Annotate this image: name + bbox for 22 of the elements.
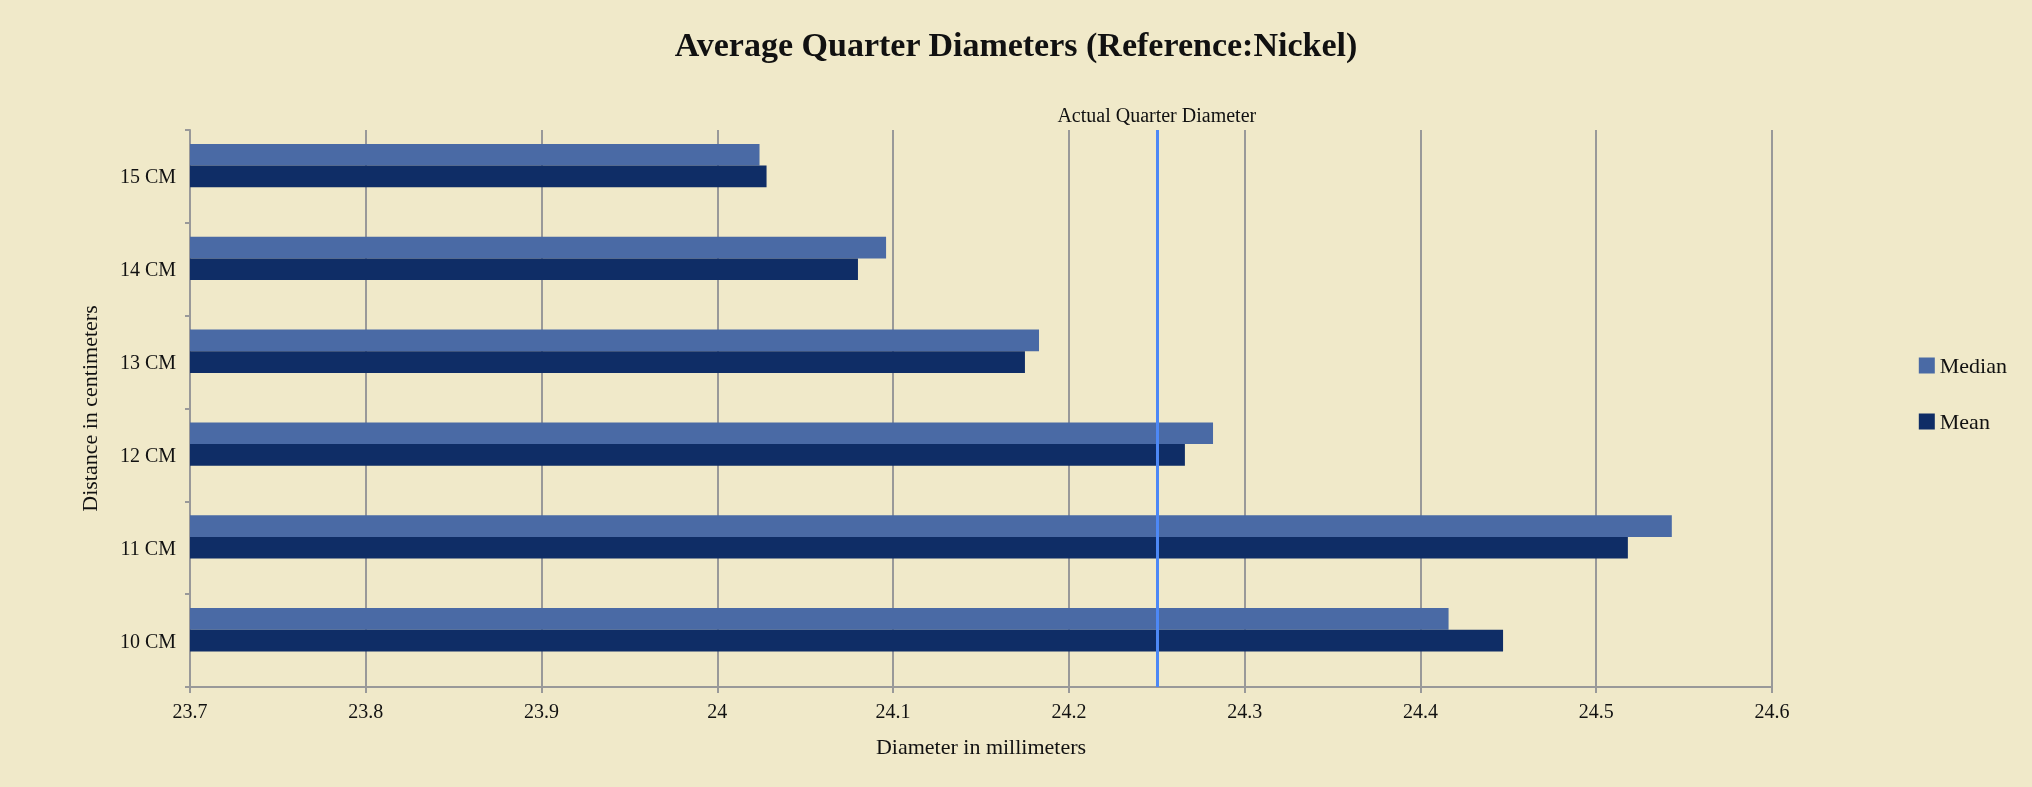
x-tick-label: 24.3 [1227,700,1263,722]
x-tick-label: 23.7 [172,700,208,722]
x-tick-label: 24.5 [1578,700,1614,722]
y-tick-label: 12 CM [119,443,177,466]
x-tick-label: 24 [707,700,728,722]
x-tick-label: 24.2 [1051,700,1087,722]
x-tick-label: 23.9 [524,700,560,722]
legend-label: Mean [1939,409,1990,434]
y-tick-label: 13 CM [119,351,177,374]
y-tick-label: 15 CM [119,165,177,188]
legend-label: Median [1939,353,2007,378]
x-tick-label: 24.4 [1402,700,1438,722]
y-axis-title: Distance in centimeters [76,305,102,512]
y-tick-label: 11 CM [120,536,177,559]
y-tick-label: 14 CM [119,258,177,281]
x-tick-label: 24.1 [875,700,911,722]
x-tick-label: 23.8 [348,700,384,722]
x-axis-title: Diameter in millimeters [875,733,1087,759]
ref-line-label: Actual Quarter Diameter [1057,104,1257,126]
chart-title: Average Quarter Diameters (Reference:Nickel) [674,25,1358,64]
y-tick-label: 10 CM [119,629,177,652]
x-tick-label: 24.6 [1754,700,1790,722]
